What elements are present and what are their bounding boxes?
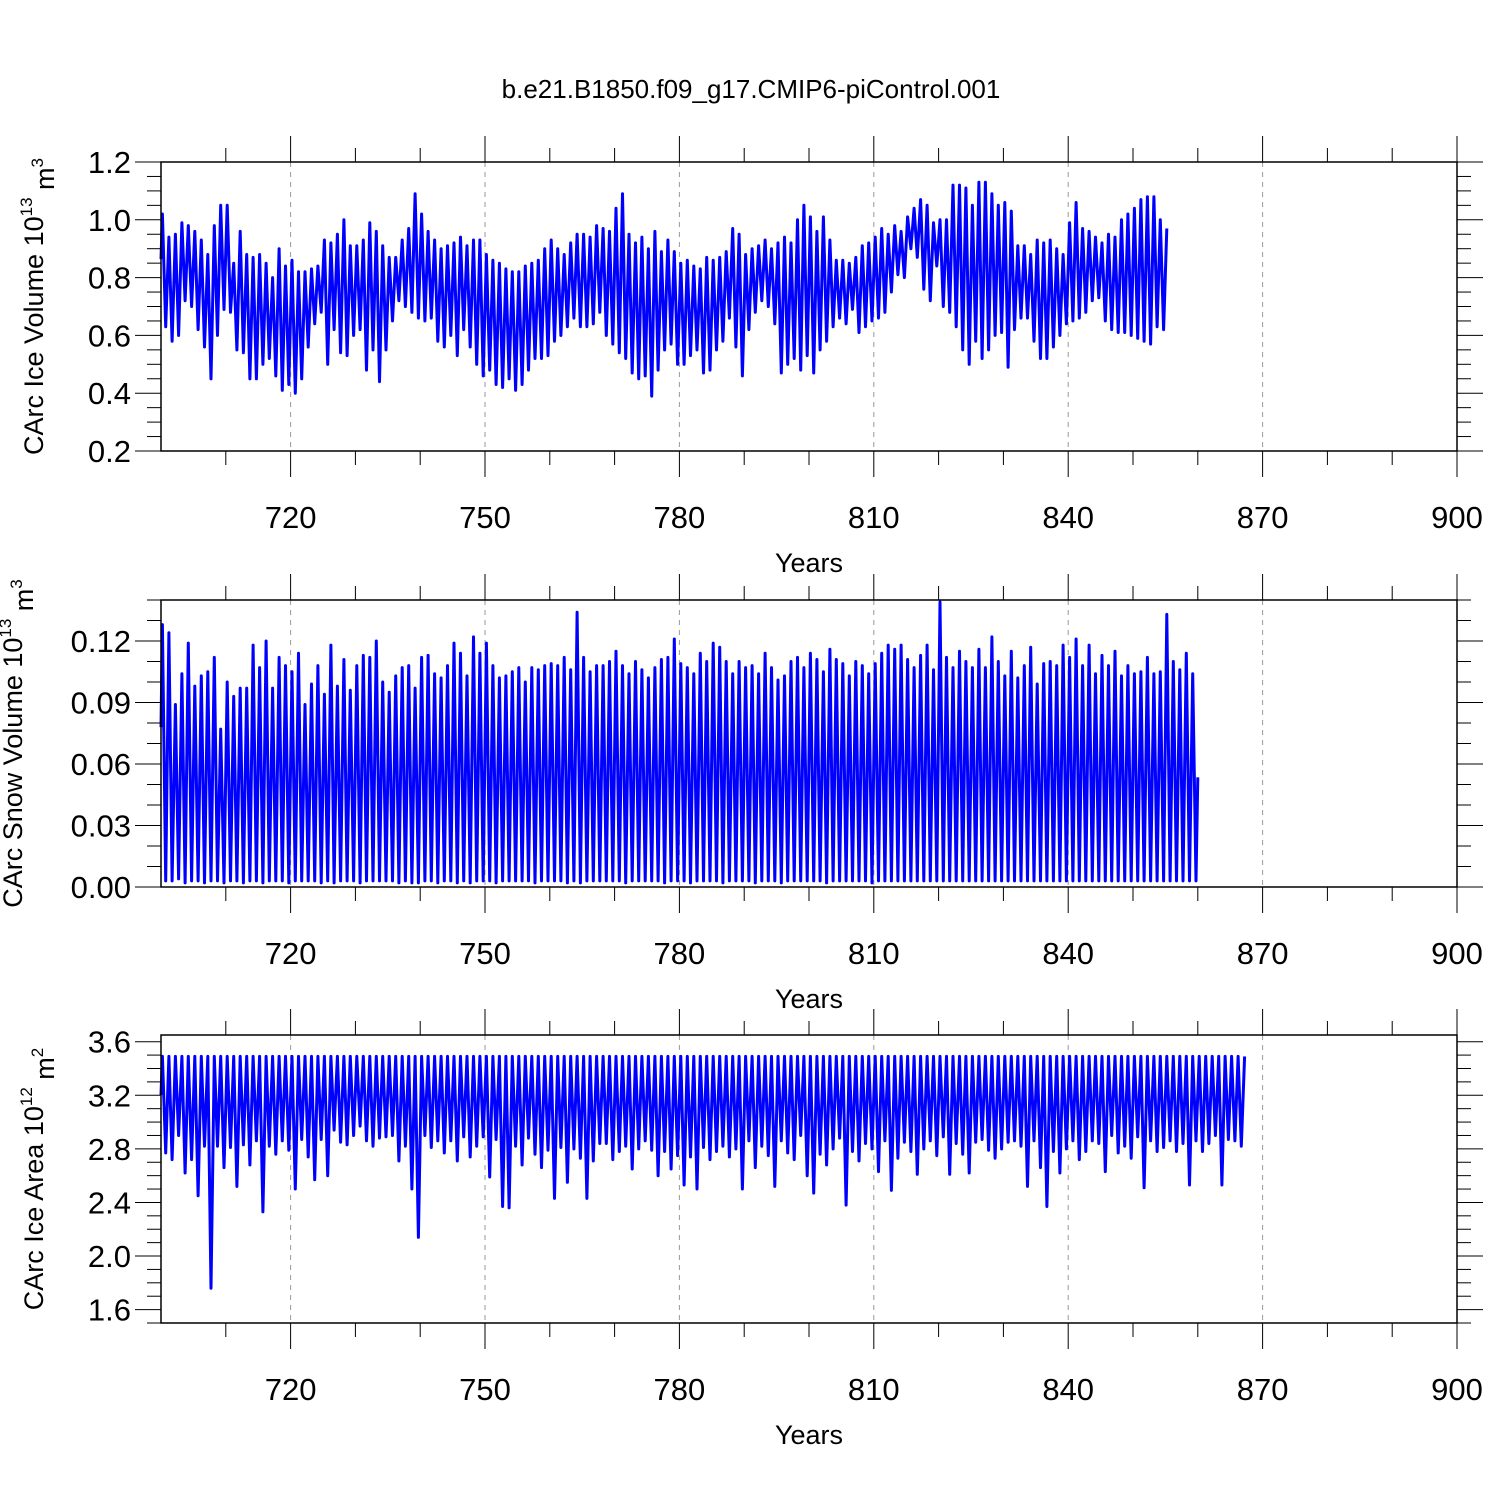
ice-area-y-axis-label-part: 2	[28, 1048, 47, 1057]
ice-volume-panel: 720 750 780 810 840 870 900 0.2 0.4 0.6 0.8 1.0 1.2 Y…	[17, 136, 1483, 578]
ice-volume-y-axis-label-part: m	[30, 167, 60, 197]
snow-volume-x-tick-label: 750	[459, 936, 511, 971]
ice-area-x-axis-label: Years	[775, 1420, 843, 1450]
ice-area-y-axis-label-part: 12	[17, 1087, 36, 1106]
ice-area-series-line	[159, 1054, 1247, 1290]
snow-volume-x-tick-label: 720	[265, 936, 317, 971]
ice-volume-x-tick-label: 720	[265, 500, 317, 535]
snow-volume-y-axis-label-part: CArc Snow Volume 10	[0, 638, 28, 908]
ice-area-y-axis-label-part: CArc Ice Area 10	[19, 1106, 49, 1310]
ice-area-x-tick-label: 750	[459, 1372, 511, 1407]
ice-volume-x-tick-label: 750	[459, 500, 511, 535]
snow-volume-panel: 720 750 780 810 840 870 900 0.00 0.03 0.06 0.09 0.1…	[0, 574, 1483, 1014]
ice-volume-x-tick-label: 780	[654, 500, 706, 535]
snow-volume-x-tick-label: 810	[848, 936, 900, 971]
ice-volume-y-axis-label-part: CArc Ice Volume 10	[19, 216, 49, 455]
ice-area-y-axis-label-part: m	[30, 1057, 60, 1087]
ice-volume-x-axis-label: Years	[775, 548, 843, 578]
ice-area-y-tick-label: 3.2	[88, 1078, 131, 1113]
ice-area-y-tick-label: 2.0	[88, 1239, 131, 1274]
snow-volume-y-tick-label: 0.09	[71, 686, 131, 721]
snow-volume-y-tick-label: 0.00	[71, 870, 131, 905]
ice-area-x-tick-label: 900	[1431, 1372, 1483, 1407]
snow-volume-y-axis-label-part: m	[9, 589, 39, 619]
snow-volume-x-tick-label: 900	[1431, 936, 1483, 971]
ice-volume-y-axis-label: CArc Ice Volume 1013 m3	[17, 158, 60, 455]
ice-volume-y-tick-label: 0.2	[88, 434, 131, 469]
ice-volume-x-tick-label: 900	[1431, 500, 1483, 535]
ice-area-panel: 720 750 780 810 840 870 900 1.6 2.0 2.4 2.8 3.2 3.6 Y…	[17, 1009, 1483, 1450]
snow-volume-x-tick-label: 840	[1042, 936, 1094, 971]
ice-volume-x-tick-label: 840	[1042, 500, 1094, 535]
ice-area-y-axis-label: CArc Ice Area 1012 m2	[17, 1048, 60, 1311]
snow-volume-y-axis-label-part: 3	[7, 579, 26, 588]
ice-volume-y-tick-label: 1.2	[88, 145, 131, 180]
ice-area-y-tick-label: 2.4	[88, 1185, 131, 1220]
snow-volume-y-tick-label: 0.12	[71, 624, 131, 659]
ice-volume-y-axis-label-part: 13	[17, 197, 36, 216]
ice-area-x-tick-label: 780	[654, 1372, 706, 1407]
snow-volume-x-tick-label: 780	[654, 936, 706, 971]
ice-volume-y-tick-label: 0.6	[88, 318, 131, 353]
ice-volume-y-tick-label: 1.0	[88, 203, 131, 238]
ice-area-x-tick-label: 810	[848, 1372, 900, 1407]
ice-volume-y-tick-label: 0.4	[88, 376, 131, 411]
figure-title: b.e21.B1850.f09_g17.CMIP6-piControl.001	[502, 74, 1001, 104]
snow-volume-y-axis-label-part: 13	[0, 619, 15, 638]
ice-volume-y-axis-label-part: 3	[28, 158, 47, 167]
snow-volume-y-axis-label: CArc Snow Volume 1013 m3	[0, 579, 39, 908]
snow-volume-series-line	[159, 600, 1200, 885]
ice-volume-series-line	[159, 180, 1169, 398]
ice-area-x-tick-label: 840	[1042, 1372, 1094, 1407]
snow-volume-y-tick-label: 0.03	[71, 809, 131, 844]
snow-volume-x-axis-label: Years	[775, 984, 843, 1014]
ice-volume-y-tick-label: 0.8	[88, 261, 131, 296]
snow-volume-y-tick-label: 0.06	[71, 747, 131, 782]
ice-area-x-tick-label: 870	[1237, 1372, 1289, 1407]
ice-area-y-tick-label: 1.6	[88, 1293, 131, 1328]
ice-volume-x-tick-label: 810	[848, 500, 900, 535]
snow-volume-x-tick-label: 870	[1237, 936, 1289, 971]
ice-area-y-tick-label: 2.8	[88, 1132, 131, 1167]
ice-area-y-tick-label: 3.6	[88, 1025, 131, 1060]
ice-volume-x-tick-label: 870	[1237, 500, 1289, 535]
ice-area-x-tick-label: 720	[265, 1372, 317, 1407]
